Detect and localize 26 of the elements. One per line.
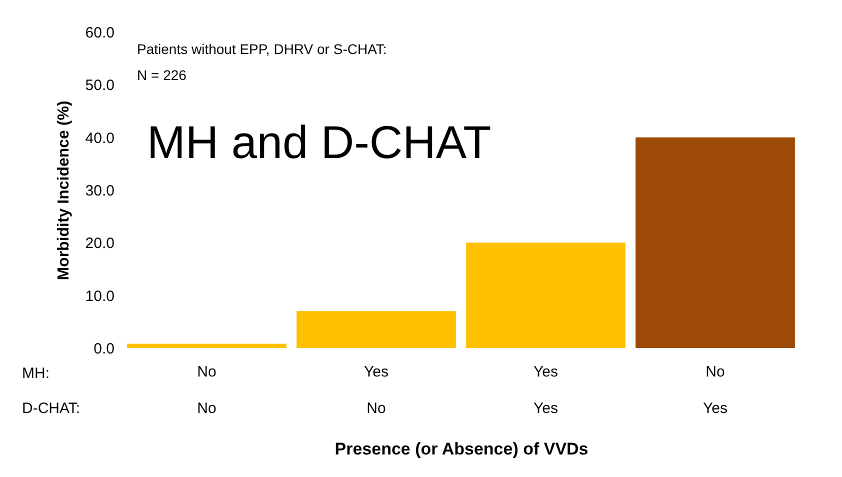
y-tick-label: 30.0 [85,182,114,200]
x-tick-label: No [197,364,216,380]
x-tick-label: No [706,364,725,380]
y-tick-label: 60.0 [85,24,114,42]
text: No [366,400,386,417]
text: No [197,400,216,417]
annotation: N = 226 [137,67,187,83]
text: MH: [22,365,50,382]
y-tick-label: 50.0 [85,77,114,94]
bar [466,242,626,348]
x-tick-label: Yes [364,364,388,380]
y-tick-label: 10.0 [85,288,114,305]
x-axis-title: Presence (or Absence) of VVDs [334,440,588,458]
bar [127,344,286,348]
text: Yes [534,400,558,417]
y-tick-label: 0.0 [94,340,114,358]
annotation: Patients without EPP, DHRV or S-CHAT: [137,41,387,57]
y-axis-title: Morbidity Incidence (%) [55,100,72,280]
bar [296,311,456,348]
y-tick-label: 40.0 [85,130,114,147]
annotation: MH and D-CHAT [147,116,492,168]
x-tick-label: Yes [534,364,558,380]
bar [636,137,795,348]
y-tick-label: 20.0 [85,235,114,252]
text: Yes [703,400,728,417]
text: D-CHAT: [22,400,80,417]
